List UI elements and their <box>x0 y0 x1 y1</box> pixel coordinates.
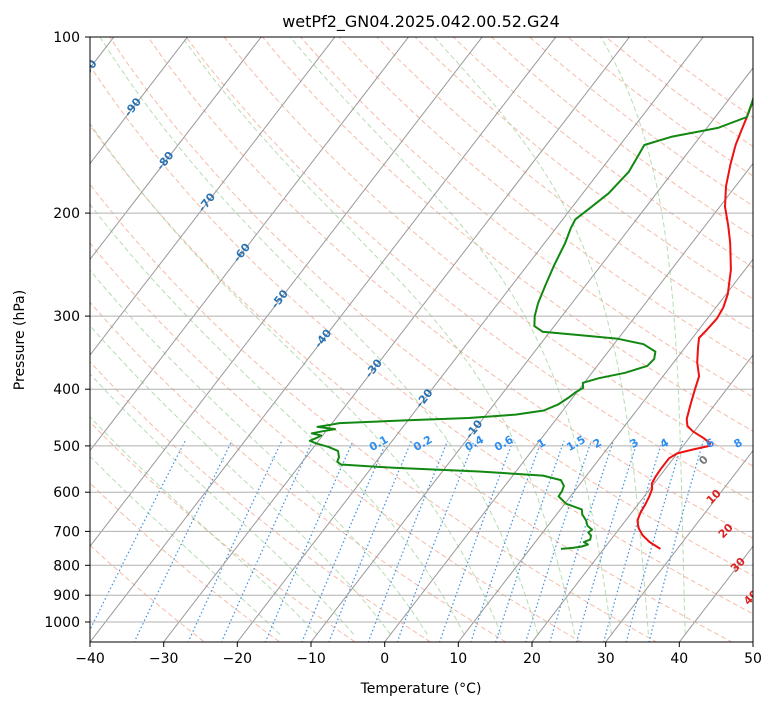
dry-adiabat-line <box>90 65 753 615</box>
moist-adiabat-line <box>90 373 355 635</box>
isotherms <box>90 37 753 642</box>
x-tick-label: −40 <box>75 651 105 667</box>
y-tick-label: 300 <box>53 309 80 325</box>
dry-adiabat-line <box>109 37 753 577</box>
dry-adiabat-line <box>90 421 357 642</box>
y-axis-title: Pressure (hPa) <box>12 290 28 390</box>
moist-adiabat-line <box>90 203 465 635</box>
x-tick-label: 20 <box>523 651 541 667</box>
chart-title: wetPf2_GN04.2025.042.00.52.G24 <box>282 12 560 32</box>
dry-adiabat-line <box>147 37 753 539</box>
moist-adiabat-line <box>600 37 686 635</box>
profiles <box>308 95 753 550</box>
dry-adiabats <box>90 37 753 642</box>
x-axis-title: Temperature (°C) <box>360 681 482 697</box>
mixing-ratio-line <box>301 440 388 642</box>
dry-adiabat-line <box>261 37 753 432</box>
mixing-ratio-line <box>328 440 413 642</box>
moist-adiabat-line <box>90 122 502 635</box>
moist-adiabat-line <box>289 37 612 635</box>
moist-adiabat-label: 40 <box>741 587 761 607</box>
y-tick-label: 200 <box>53 206 80 222</box>
y-tick-label: 900 <box>53 588 80 604</box>
isotherm-line <box>90 37 262 261</box>
isotherm-line <box>457 258 753 642</box>
isotherm-line <box>531 354 753 642</box>
isotherm-line <box>236 37 704 642</box>
isotherm-line <box>90 37 189 165</box>
isotherm-line <box>90 37 410 452</box>
moist-adiabat-line <box>90 455 281 635</box>
dry-adiabat-line <box>299 37 753 398</box>
dry-adiabat-line <box>90 242 583 642</box>
x-tick-label: 50 <box>744 651 762 667</box>
dry-adiabat-line <box>338 37 753 365</box>
dry-adiabat-line <box>90 361 432 642</box>
x-tick-label: 0 <box>380 651 389 667</box>
x-axis: −40 −30 −20 −10 0 10 20 30 40 50 <box>75 642 762 667</box>
isotherm-line <box>90 37 336 356</box>
dry-adiabat-line <box>90 124 733 642</box>
mixing-ratio-line <box>396 440 475 642</box>
mixing-ratio-line <box>367 440 449 642</box>
mixing-ratio-line <box>90 440 186 632</box>
moist-adiabat-line <box>90 324 391 635</box>
moist-adiabat-line <box>99 37 539 635</box>
x-tick-label: −20 <box>223 651 253 667</box>
dry-adiabat-line <box>90 482 281 642</box>
moist-adiabat-line <box>90 269 428 635</box>
moist-adiabat-line <box>181 37 576 635</box>
isotherm-line <box>310 67 753 642</box>
plot-area: -100-90-80-70-60-50-40-30-20-100.10.20.4… <box>90 37 761 642</box>
y-tick-label: 500 <box>53 439 80 455</box>
isotherm-line <box>384 162 753 642</box>
mixing-ratio-line <box>220 440 314 642</box>
mixing-ratio-line <box>575 440 639 642</box>
y-axis: 100 200 300 400 500 600 700 800 900 1000 <box>44 30 90 631</box>
isotherm-line <box>605 449 753 642</box>
dry-adiabat-line <box>185 37 753 503</box>
x-tick-label: 30 <box>597 651 615 667</box>
dry-adiabat-line <box>90 301 507 642</box>
x-tick-label: −30 <box>149 651 179 667</box>
mixing-ratio-line <box>549 440 614 642</box>
x-tick-label: −10 <box>296 651 326 667</box>
y-tick-label: 100 <box>53 30 80 46</box>
y-tick-label: 400 <box>53 382 80 398</box>
y-tick-label: 800 <box>53 558 80 574</box>
y-tick-label: 1000 <box>44 615 80 631</box>
isobars <box>90 37 753 623</box>
isotherm-line <box>90 37 557 642</box>
x-tick-label: 40 <box>670 651 688 667</box>
dry-adiabat-line <box>90 544 206 642</box>
x-tick-label: 10 <box>449 651 467 667</box>
moist-adiabat-line <box>433 37 649 635</box>
isotherm-line <box>163 37 631 642</box>
moist-adiabats <box>90 37 686 635</box>
dry-adiabat-line <box>90 183 658 642</box>
y-tick-label: 600 <box>53 485 80 501</box>
temperature-line <box>636 103 753 550</box>
y-tick-label: 700 <box>53 524 80 540</box>
isotherm-line <box>90 37 483 548</box>
dewpoint-line <box>308 95 753 550</box>
axes-frame <box>89 36 754 643</box>
